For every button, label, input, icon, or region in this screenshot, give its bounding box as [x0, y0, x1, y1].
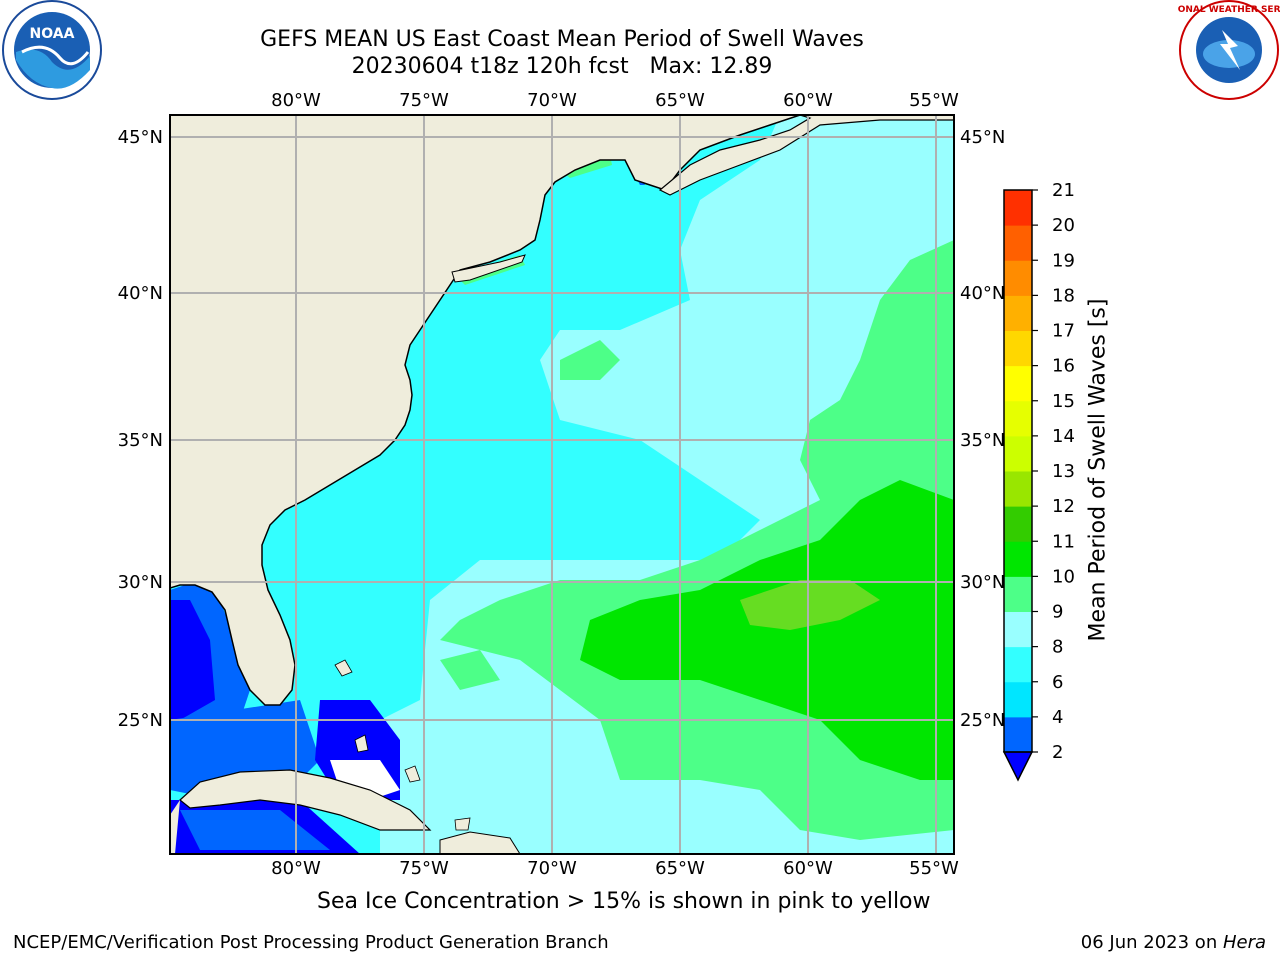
svg-text:NOAA: NOAA	[30, 26, 75, 42]
colorbar-tick-label: 21	[1052, 180, 1075, 201]
colorbar-tick-label: 16	[1052, 356, 1075, 377]
map-title: GEFS MEAN US East Coast Mean Period of S…	[260, 27, 864, 52]
footer-credit: NCEP/EMC/Verification Post Processing Pr…	[13, 932, 609, 953]
lon-labels-top: 80°W 75°W 70°W 65°W 60°W 55°W	[271, 90, 959, 111]
colorbar-segment	[1004, 225, 1032, 261]
lat-label: 45°N	[960, 127, 1005, 148]
footer-host: Hera	[1222, 932, 1266, 953]
lon-label: 65°W	[655, 858, 705, 879]
colorbar-tick-label: 9	[1052, 602, 1063, 623]
lon-label: 55°W	[909, 858, 959, 879]
colorbar-segment	[1004, 435, 1032, 472]
noaa-logo: NOAA	[2, 0, 102, 100]
lon-label: 70°W	[527, 90, 577, 111]
lat-label: 25°N	[960, 710, 1005, 731]
colorbar-segment	[1004, 190, 1032, 226]
lon-label: 60°W	[783, 90, 833, 111]
colorbar-tick-label: 20	[1052, 215, 1075, 236]
colorbar-segment	[1004, 471, 1032, 507]
colorbar-segment	[1004, 260, 1032, 296]
lat-labels-right: 45°N 40°N 35°N 30°N 25°N	[960, 127, 1005, 731]
colorbar-tick-label: 8	[1052, 637, 1063, 658]
lat-label: 45°N	[118, 127, 163, 148]
nws-logo: NATIONAL WEATHER SERVICE	[1178, 0, 1280, 100]
colorbar-segment	[1004, 506, 1032, 542]
colorbar-tick-label: 18	[1052, 285, 1075, 306]
footer-date: 06 Jun 2023 on Hera	[1081, 932, 1266, 953]
colorbar-segment	[1004, 681, 1032, 718]
colorbar-tick-label: 15	[1052, 391, 1075, 412]
lat-label: 30°N	[118, 572, 163, 593]
colorbar-tick-label: 12	[1052, 496, 1075, 517]
footer-date-text: 06 Jun 2023 on	[1080, 932, 1223, 953]
lon-label: 65°W	[655, 90, 705, 111]
lon-label: 55°W	[909, 90, 959, 111]
lon-label: 80°W	[271, 858, 321, 879]
colorbar-segment	[1004, 330, 1032, 367]
lat-label: 35°N	[118, 430, 163, 451]
lat-label: 25°N	[118, 710, 163, 731]
colorbar-tick-label: 10	[1052, 566, 1075, 587]
colorbar-segment	[1004, 611, 1032, 648]
lat-label: 40°N	[960, 283, 1005, 304]
colorbar-tick-label: 6	[1052, 672, 1063, 693]
colorbar-tick-label: 4	[1052, 707, 1063, 728]
lat-label: 35°N	[960, 430, 1005, 451]
colorbar-segment	[1004, 576, 1032, 612]
lon-label: 80°W	[271, 90, 321, 111]
colorbar-tick-label: 2	[1052, 742, 1063, 763]
colorbar-tick-label: 17	[1052, 321, 1075, 342]
colorbar: 2 4 6 8 9 10 11 12 13 14 15 16 17 18 19 20 21	[1002, 180, 1075, 782]
colorbar-segment	[1004, 400, 1032, 437]
lat-label: 30°N	[960, 572, 1005, 593]
colorbar-segment	[1004, 365, 1032, 402]
colorbar-segment	[1004, 541, 1032, 577]
svg-text:NATIONAL WEATHER SERVICE: NATIONAL WEATHER SERVICE	[1178, 5, 1280, 15]
colorbar-under-arrow	[1002, 751, 1034, 782]
lat-label: 40°N	[118, 283, 163, 304]
map-frame	[169, 114, 955, 855]
colorbar-segment	[1004, 646, 1032, 683]
colorbar-tick-label: 14	[1052, 426, 1075, 447]
lon-label: 60°W	[783, 858, 833, 879]
lat-labels-left: 45°N 40°N 35°N 30°N 25°N	[118, 127, 163, 731]
map-subtitle: 20230604 t18z 120h fcst Max: 12.89	[351, 54, 773, 79]
colorbar-label: Mean Period of Swell Waves [s]	[1085, 298, 1111, 642]
colorbar-segment	[1004, 716, 1032, 753]
lon-labels-bottom: 80°W 75°W 70°W 65°W 60°W 55°W	[271, 858, 959, 879]
lon-label: 70°W	[527, 858, 577, 879]
map-gridlines	[170, 115, 954, 854]
lon-label: 75°W	[399, 858, 449, 879]
colorbar-tick-label: 11	[1052, 531, 1075, 552]
colorbar-tick-label: 13	[1052, 461, 1075, 482]
sea-ice-note: Sea Ice Concentration > 15% is shown in …	[317, 889, 931, 914]
lon-label: 75°W	[399, 90, 449, 111]
map-field	[170, 115, 954, 854]
colorbar-tick-label: 19	[1052, 250, 1075, 271]
colorbar-segment	[1004, 295, 1032, 331]
